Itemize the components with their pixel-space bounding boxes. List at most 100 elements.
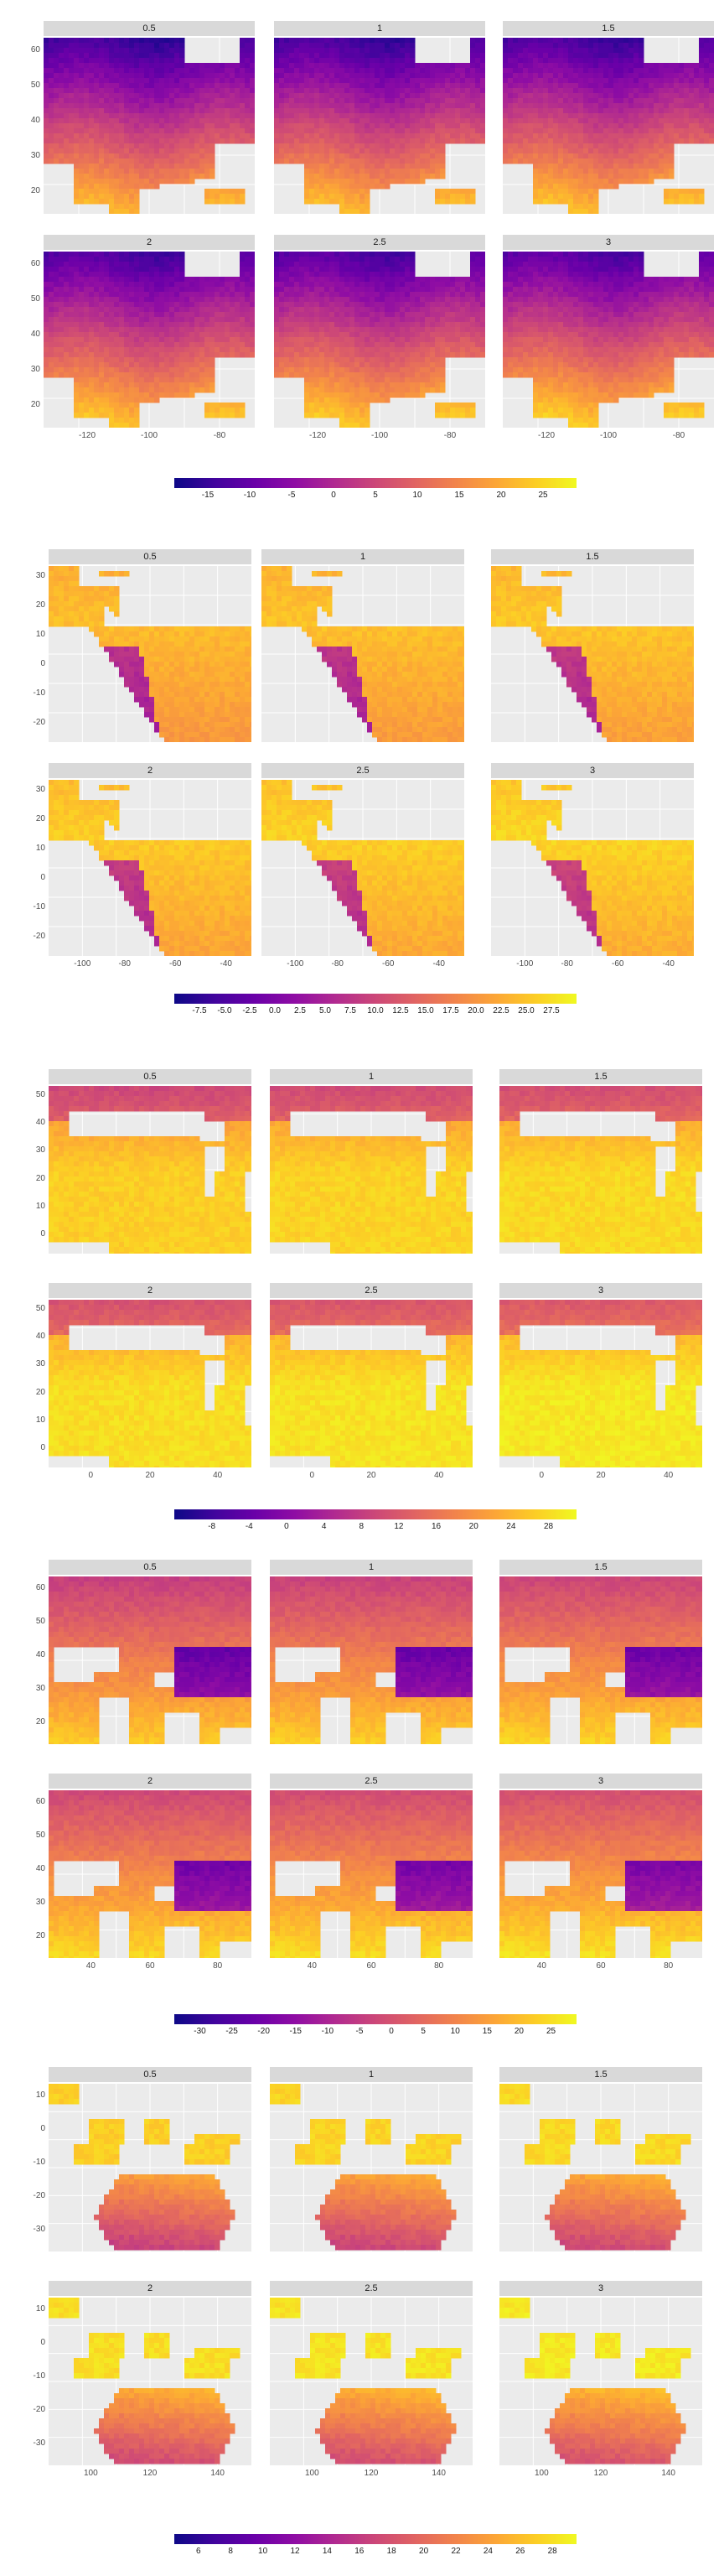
raster-cell — [84, 252, 90, 257]
raster-cell — [349, 123, 355, 129]
raster-cell — [235, 322, 240, 328]
raster-cell — [225, 128, 230, 134]
raster-cell — [240, 48, 246, 54]
raster-cell — [395, 153, 401, 159]
raster-cell — [405, 93, 411, 99]
raster-cell — [420, 164, 426, 169]
raster-cell — [568, 194, 574, 200]
raster-cell — [235, 199, 240, 205]
raster-cell — [215, 277, 220, 283]
raster-cell — [179, 307, 185, 313]
raster-cell — [134, 377, 140, 383]
raster-cell — [299, 357, 305, 363]
raster-cell — [289, 272, 295, 278]
raster-cell — [400, 103, 406, 109]
raster-cell — [694, 123, 700, 129]
raster-cell — [284, 93, 290, 99]
raster-cell — [144, 262, 150, 267]
raster-cell — [54, 372, 59, 378]
raster-cell — [365, 169, 370, 174]
raster-cell — [179, 342, 185, 348]
raster-cell — [194, 357, 200, 363]
raster-cell — [64, 287, 70, 293]
raster-cell — [344, 78, 350, 84]
raster-cell — [44, 73, 49, 79]
raster-cell — [84, 164, 90, 169]
raster-cell — [508, 128, 514, 134]
raster-cell — [44, 38, 49, 44]
raster-cell — [84, 88, 90, 94]
raster-cell — [503, 148, 509, 154]
raster-cell — [669, 98, 675, 104]
raster-cell — [245, 317, 251, 323]
raster-cell — [109, 317, 115, 323]
raster-cell — [319, 63, 325, 69]
raster-cell — [440, 108, 446, 114]
raster-cell — [699, 88, 705, 94]
raster-cell — [245, 347, 251, 353]
raster-cell — [684, 88, 690, 94]
raster-cell — [359, 108, 365, 114]
raster-cell — [623, 38, 629, 44]
raster-cell — [445, 98, 451, 104]
raster-cell — [435, 113, 441, 119]
raster-cell — [405, 68, 411, 74]
raster-cell — [370, 58, 375, 64]
raster-cell — [304, 262, 310, 267]
raster-cell — [184, 158, 190, 164]
raster-cell — [450, 194, 456, 200]
raster-cell — [69, 78, 75, 84]
raster-cell — [89, 189, 95, 195]
raster-cell — [440, 174, 446, 179]
raster-cell — [618, 88, 624, 94]
raster-cell — [380, 38, 385, 44]
raster-cell — [49, 123, 54, 129]
raster-cell — [435, 189, 441, 195]
raster-cell — [309, 282, 315, 288]
raster-cell — [99, 43, 105, 49]
raster-cell — [169, 169, 175, 174]
raster-cell — [583, 93, 589, 99]
raster-cell — [184, 93, 190, 99]
raster-cell — [435, 143, 441, 149]
raster-cell — [324, 63, 330, 69]
raster-cell — [284, 302, 290, 308]
raster-cell — [114, 123, 120, 129]
raster-cell — [405, 43, 411, 49]
raster-cell — [109, 357, 115, 363]
raster-cell — [209, 408, 215, 413]
raster-cell — [274, 297, 280, 303]
raster-cell — [215, 337, 220, 343]
raster-cell — [250, 252, 255, 257]
raster-cell — [528, 123, 534, 129]
raster-cell — [704, 78, 710, 84]
raster-cell — [114, 194, 120, 200]
raster-cell — [134, 282, 140, 288]
raster-cell — [194, 372, 200, 378]
raster-cell — [250, 133, 255, 139]
raster-cell — [119, 93, 125, 99]
raster-cell — [568, 88, 574, 94]
raster-cell — [89, 307, 95, 313]
raster-cell — [124, 267, 130, 273]
raster-cell — [220, 342, 225, 348]
raster-cell — [664, 148, 670, 154]
raster-cell — [385, 108, 390, 114]
raster-cell — [598, 103, 604, 109]
raster-cell — [99, 83, 105, 89]
raster-cell — [314, 123, 320, 129]
raster-cell — [114, 169, 120, 174]
raster-cell — [209, 138, 215, 144]
raster-cell — [225, 194, 230, 200]
raster-cell — [314, 88, 320, 94]
raster-cell — [119, 292, 125, 298]
raster-cell — [209, 118, 215, 124]
raster-cell — [79, 189, 85, 195]
raster-cell — [59, 342, 65, 348]
raster-cell — [289, 63, 295, 69]
raster-cell — [593, 73, 599, 79]
raster-cell — [445, 108, 451, 114]
raster-cell — [184, 164, 190, 169]
raster-cell — [420, 78, 426, 84]
raster-cell — [124, 103, 130, 109]
